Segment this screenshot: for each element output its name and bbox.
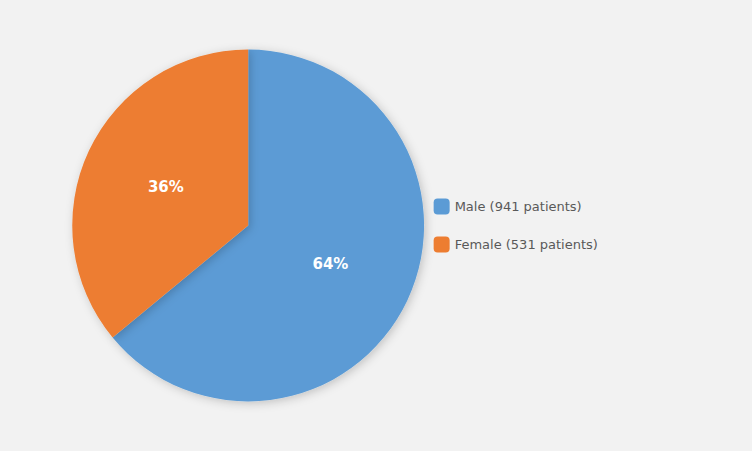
svg-text:36%: 36% bbox=[148, 178, 184, 196]
svg-text:Male (941 patients): Male (941 patients) bbox=[455, 199, 582, 214]
svg-text:Female (531 patients): Female (531 patients) bbox=[455, 237, 598, 252]
svg-text:64%: 64% bbox=[312, 255, 348, 273]
